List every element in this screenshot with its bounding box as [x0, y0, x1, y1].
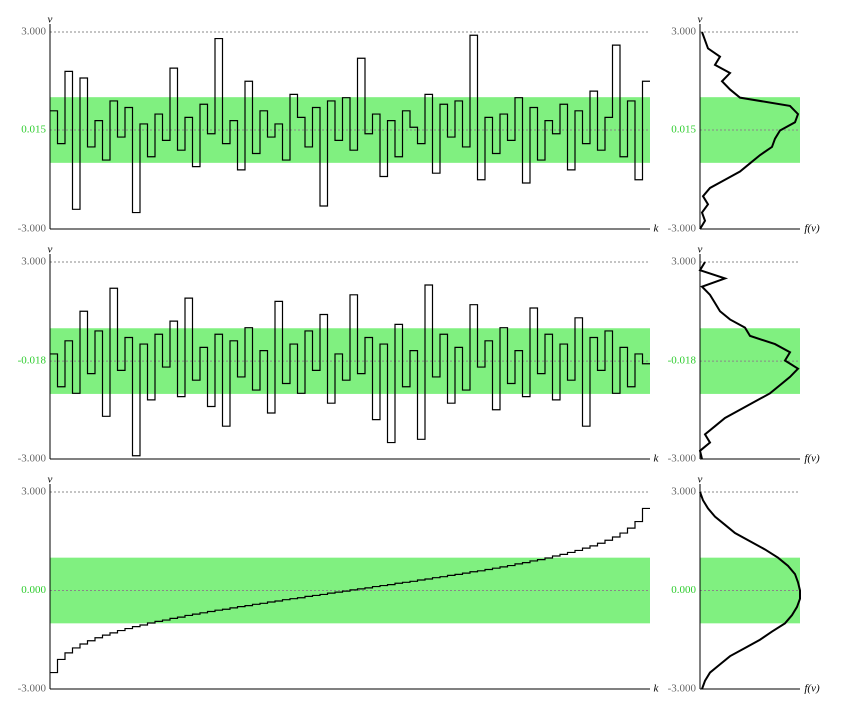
y-tick-label: 0.015: [21, 124, 46, 136]
step-line: [50, 507, 650, 674]
y-axis-label: v: [698, 244, 703, 256]
x-axis-label: k: [654, 223, 660, 235]
step-line: [50, 284, 650, 457]
y-tick-label: 3.000: [21, 256, 46, 268]
y-axis-label: v: [48, 14, 53, 26]
y-tick-label: -3.000: [668, 453, 697, 465]
y-tick-label: -0.018: [668, 355, 697, 367]
y-tick-label: -3.000: [18, 223, 47, 235]
step-line: [50, 34, 650, 214]
y-tick-label: 0.000: [21, 584, 46, 596]
y-tick-label: 3.000: [671, 26, 696, 38]
y-tick-label: -3.000: [668, 683, 697, 695]
y-axis-label: v: [48, 474, 53, 486]
x-axis-label: k: [654, 683, 660, 695]
y-tick-label: -3.000: [18, 453, 47, 465]
x-axis-label: f(v): [804, 453, 820, 465]
y-axis-label: v: [698, 14, 703, 26]
density-line: [699, 31, 800, 230]
y-tick-label: 3.000: [671, 256, 696, 268]
y-tick-label: -3.000: [18, 683, 47, 695]
y-tick-label: 0.000: [671, 584, 696, 596]
y-tick-label: 3.000: [21, 486, 46, 498]
y-axis-label: v: [48, 244, 53, 256]
y-axis-label: v: [698, 474, 703, 486]
x-axis-label: k: [654, 453, 660, 465]
density-line: [698, 261, 800, 460]
y-tick-label: 0.015: [671, 124, 696, 136]
x-axis-label: f(v): [804, 223, 820, 235]
y-tick-label: 3.000: [671, 486, 696, 498]
y-tick-label: -3.000: [668, 223, 697, 235]
y-tick-label: 3.000: [21, 26, 46, 38]
x-axis-label: f(v): [804, 683, 820, 695]
y-tick-label: -0.018: [18, 355, 47, 367]
density-line: [699, 491, 801, 690]
